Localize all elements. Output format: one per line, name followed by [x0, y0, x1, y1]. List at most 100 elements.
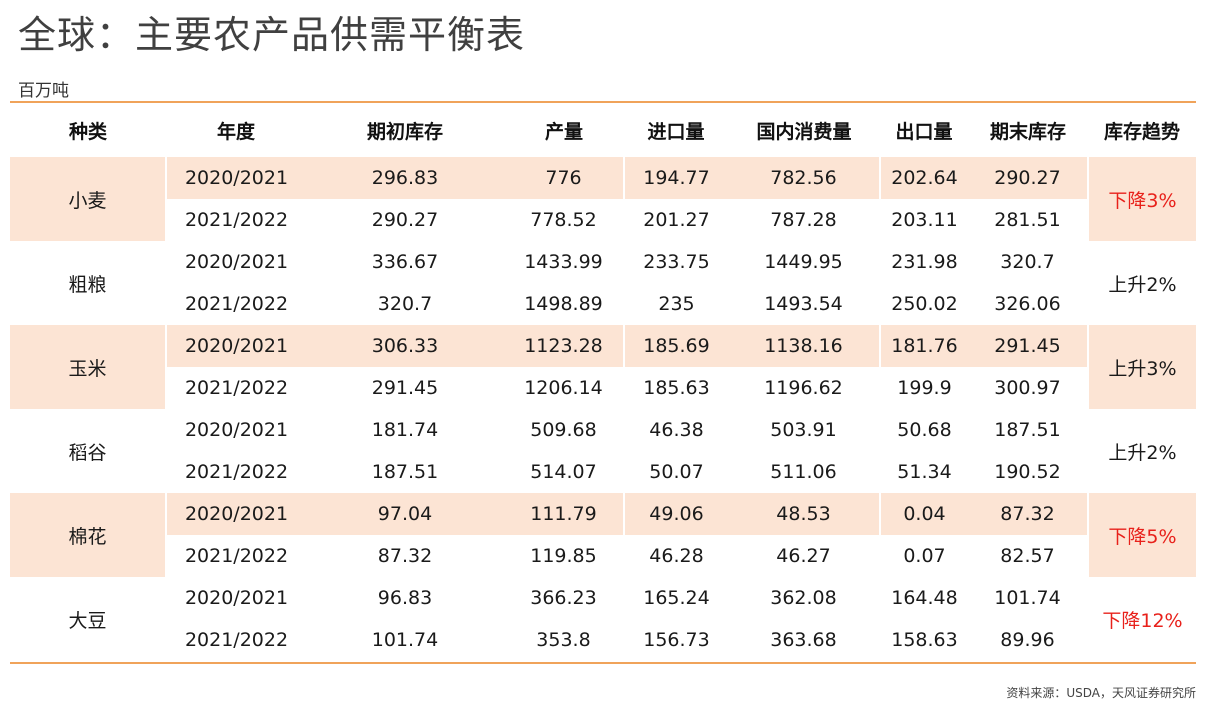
production-cell: 778.52: [504, 199, 625, 241]
table-row: 2021/2022 87.32 119.85 46.28 46.27 0.07 82.57: [10, 535, 1196, 577]
year-cell: 2020/2021: [166, 493, 306, 535]
table-row: 大豆 2020/2021 96.83 366.23 165.24 362.08 164.48…: [10, 577, 1196, 661]
crop-name: 小麦: [10, 157, 167, 241]
top-rule: [10, 101, 1196, 103]
opening-stock-cell: 187.51: [371, 461, 439, 483]
opening-stock-cell: 87.32: [306, 535, 504, 577]
production-cell: 366.23: [504, 577, 625, 619]
imports-cell: 233.75: [643, 251, 710, 273]
ending-stock-cell: 89.96: [968, 619, 1089, 661]
year-cell: 2021/2022: [166, 535, 306, 577]
ending-stock-cell: 291.45: [968, 325, 1089, 367]
col-header-opening-stock: 期初库存: [366, 120, 443, 143]
ending-stock-cell: 281.51: [968, 199, 1089, 241]
exports-cell: 250.02: [891, 293, 958, 315]
crop-name: 粗粮: [10, 241, 167, 325]
opening-stock-cell: 96.83: [377, 587, 433, 609]
header-row: 种类 年度 期初库存 产量 进口量 国内消费量 出口量 期末库存 库存趋势: [10, 103, 1196, 157]
imports-cell: 201.27: [624, 199, 728, 241]
production-cell: 1206.14: [504, 367, 625, 409]
consumption-cell: 46.27: [728, 535, 881, 577]
unit-label: 百万吨: [18, 81, 69, 101]
col-header-consumption: 国内消费量: [756, 120, 852, 143]
year-cell: 2020/2021: [166, 325, 306, 367]
year-cell: 2021/2022: [184, 461, 289, 483]
col-header-crop: 种类: [68, 120, 107, 143]
col-header-exports: 出口量: [895, 120, 953, 143]
table-row: 棉花 2020/2021 97.04 111.79 49.06 48.53 0.04 87.3…: [10, 493, 1196, 577]
imports-cell: 50.07: [649, 461, 704, 483]
opening-stock-cell: 296.83: [306, 157, 504, 199]
exports-cell: 0.07: [880, 535, 968, 577]
imports-cell: 156.73: [643, 629, 710, 651]
imports-cell: 49.06: [624, 493, 728, 535]
production-cell: 353.8: [504, 619, 625, 661]
year-cell: 2021/2022: [166, 199, 306, 241]
ending-stock-cell: 320.7: [968, 241, 1089, 283]
table-body: 小麦 2020/2021 296.83 776 194.77 782.56 202.64 29…: [10, 157, 1196, 661]
bottom-rule: [10, 662, 1196, 664]
consumption-cell: 503.91: [728, 409, 881, 451]
table-row: 稻谷 2020/2021 181.74 509.68 46.38 503.91 50.68 1…: [10, 409, 1196, 493]
consumption-cell: 1493.54: [728, 283, 881, 325]
consumption-cell: 362.08: [728, 577, 881, 619]
exports-cell: 181.76: [880, 325, 968, 367]
imports-cell: 165.24: [643, 587, 710, 609]
consumption-cell: 782.56: [728, 157, 881, 199]
ending-stock-cell: 187.51: [968, 409, 1089, 451]
production-cell: 776: [504, 157, 625, 199]
stock-trend-cell: 下降3%: [1088, 157, 1196, 241]
ending-stock-cell: 300.97: [968, 367, 1089, 409]
stock-trend-cell: 上升2%: [1108, 273, 1177, 296]
col-header-year: 年度: [216, 120, 255, 143]
production-cell: 509.68: [504, 409, 625, 451]
table-row: 玉米 2020/2021 306.33 1123.28 185.69 1138.16 181…: [10, 325, 1196, 409]
production-cell: 111.79: [504, 493, 625, 535]
table-row: 粗粮 2020/2021 336.67 1433.99 233.75 1449.95 231…: [10, 241, 1196, 325]
year-cell: 2020/2021: [166, 157, 306, 199]
table-row: 2021/2022 291.45 1206.14 185.63 1196.62 199.9…: [10, 367, 1196, 409]
stock-trend-cell: 下降12%: [1102, 609, 1183, 632]
consumption-cell: 1196.62: [728, 367, 881, 409]
opening-stock-cell: 320.7: [377, 293, 433, 315]
supply-demand-table: 种类 年度 期初库存 产量 进口量 国内消费量 出口量 期末库存 库存趋势 小麦…: [10, 103, 1196, 661]
col-header-imports: 进口量: [647, 120, 705, 143]
table-row: 小麦 2020/2021 296.83 776 194.77 782.56 202.64 29…: [10, 157, 1196, 241]
consumption-cell: 1138.16: [728, 325, 881, 367]
page-title: 全球：主要农产品供需平衡表: [18, 13, 526, 57]
stock-trend-cell: 下降5%: [1088, 493, 1196, 577]
imports-cell: 185.69: [624, 325, 728, 367]
year-cell: 2021/2022: [184, 629, 289, 651]
opening-stock-cell: 291.45: [306, 367, 504, 409]
crop-name: 稻谷: [10, 409, 167, 493]
consumption-cell: 511.06: [728, 451, 881, 493]
consumption-cell: 787.28: [728, 199, 881, 241]
stock-trend-cell: 上升2%: [1108, 441, 1177, 464]
consumption-cell: 48.53: [728, 493, 881, 535]
exports-cell: 0.04: [880, 493, 968, 535]
imports-cell: 235: [658, 293, 695, 315]
ending-stock-cell: 190.52: [968, 451, 1089, 493]
ending-stock-cell: 326.06: [968, 283, 1089, 325]
imports-cell: 194.77: [624, 157, 728, 199]
production-cell: 1123.28: [504, 325, 625, 367]
imports-cell: 46.38: [649, 419, 704, 441]
opening-stock-cell: 97.04: [306, 493, 504, 535]
exports-cell: 158.63: [891, 629, 958, 651]
production-cell: 1498.89: [504, 283, 625, 325]
production-cell: 514.07: [504, 451, 625, 493]
exports-cell: 202.64: [880, 157, 968, 199]
year-cell: 2020/2021: [184, 587, 289, 609]
col-header-production: 产量: [544, 120, 583, 143]
stock-trend-cell: 上升3%: [1088, 325, 1196, 409]
year-cell: 2021/2022: [166, 367, 306, 409]
table-row: 2021/2022 187.51 514.07 50.07 511.06 51.34 190…: [10, 451, 1196, 493]
source-note: 资料来源：USDA，天风证券研究所: [1006, 686, 1196, 700]
exports-cell: 51.34: [897, 461, 952, 483]
ending-stock-cell: 82.57: [968, 535, 1089, 577]
ending-stock-cell: 87.32: [968, 493, 1089, 535]
opening-stock-cell: 101.74: [371, 629, 439, 651]
exports-cell: 203.11: [880, 199, 968, 241]
year-cell: 2021/2022: [184, 293, 289, 315]
exports-cell: 50.68: [897, 419, 952, 441]
